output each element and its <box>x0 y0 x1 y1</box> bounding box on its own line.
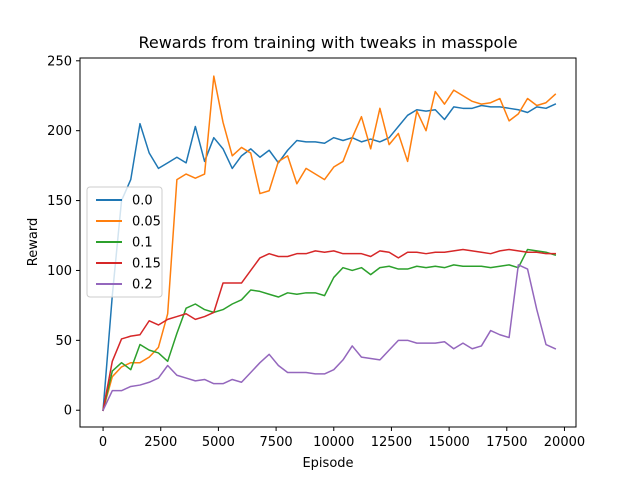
x-tick-label: 20000 <box>544 435 585 450</box>
chart-title: Rewards from training with tweaks in mas… <box>138 33 517 52</box>
legend-label-3: 0.15 <box>132 257 161 272</box>
legend-label-1: 0.05 <box>132 215 161 230</box>
y-tick-label: 0 <box>64 404 72 419</box>
legend: 0.0 0.05 0.1 0.15 0.2 <box>86 186 163 298</box>
plot-lines <box>102 75 557 412</box>
legend-label-2: 0.1 <box>132 236 153 251</box>
x-tick-label: 15000 <box>428 435 469 450</box>
x-axis-ticks: 0 2500 5000 7500 10000 12500 15000 17500 20000 <box>99 427 585 450</box>
series-line-0 <box>102 103 557 412</box>
y-tick-label: 250 <box>47 54 72 69</box>
x-tick-label: 0 <box>99 435 107 450</box>
x-tick-label: 7500 <box>260 435 293 450</box>
y-tick-label: 50 <box>55 334 72 349</box>
x-tick-label: 5000 <box>202 435 235 450</box>
x-tick-label: 2500 <box>144 435 177 450</box>
y-axis-ticks: 0 50 100 150 200 250 <box>47 54 80 419</box>
series-line-1 <box>102 75 557 412</box>
y-tick-label: 200 <box>47 124 72 139</box>
x-tick-label: 17500 <box>486 435 527 450</box>
y-tick-label: 100 <box>47 264 72 279</box>
x-tick-label: 12500 <box>371 435 412 450</box>
y-axis-label: Reward <box>26 218 41 266</box>
legend-box <box>86 186 163 298</box>
x-tick-label: 10000 <box>313 435 354 450</box>
legend-label-0: 0.0 <box>132 194 153 209</box>
legend-label-4: 0.2 <box>132 278 153 293</box>
series-line-2 <box>102 248 557 412</box>
plot-frame <box>79 57 577 428</box>
x-axis-label: Episode <box>302 456 353 471</box>
series-line-3 <box>102 248 556 412</box>
y-tick-label: 150 <box>47 194 72 209</box>
series-line-4 <box>102 264 557 412</box>
